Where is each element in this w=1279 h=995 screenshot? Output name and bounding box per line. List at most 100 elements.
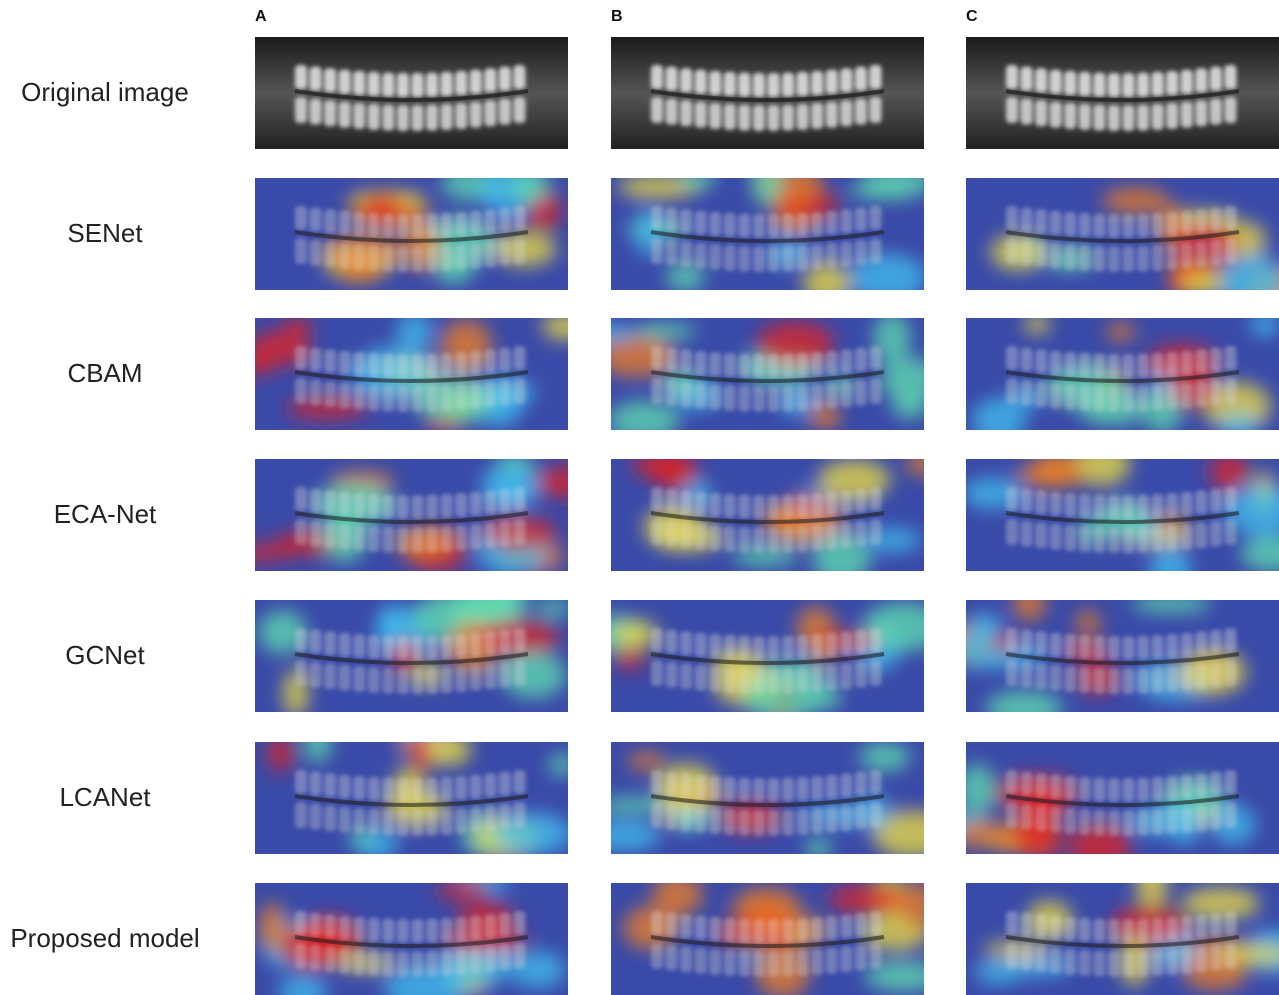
tooth-lower [738, 668, 750, 694]
tooth-lower [382, 527, 394, 553]
image-content [966, 178, 1279, 313]
image-content [966, 861, 1279, 995]
tooth-upper [1123, 919, 1135, 943]
tooth-lower [1123, 105, 1135, 131]
tooth-upper [397, 919, 409, 943]
tooth-lower [695, 948, 707, 974]
tooth-upper [738, 636, 750, 660]
tooth-lower [768, 668, 780, 694]
tooth-lower [855, 521, 867, 547]
tooth-lower [499, 240, 511, 266]
tooth-upper [680, 209, 692, 233]
tooth-lower [455, 949, 467, 975]
tooth-lower [499, 662, 511, 688]
tooth-lower [1021, 99, 1033, 125]
tooth-lower [397, 951, 409, 977]
tooth-lower [1050, 948, 1062, 974]
tooth-lower [1006, 943, 1018, 969]
tooth-upper [680, 349, 692, 373]
tooth-upper [680, 490, 692, 514]
tooth-upper [1224, 911, 1236, 935]
tooth-upper [368, 213, 380, 237]
heat-blob [628, 752, 666, 770]
image-content [945, 586, 1279, 726]
heat-blob [242, 352, 271, 376]
tooth-lower [1050, 524, 1062, 550]
tooth-upper [1195, 773, 1207, 797]
tooth-upper [1006, 487, 1018, 511]
tooth-upper [1137, 354, 1149, 378]
tooth-upper [397, 495, 409, 519]
tooth-upper [368, 353, 380, 377]
tooth-upper [1021, 489, 1033, 513]
tooth-upper [499, 630, 511, 654]
tooth-upper [295, 346, 307, 370]
heat-blob [608, 401, 680, 440]
tooth-lower [1137, 105, 1149, 131]
tooth-lower [1152, 526, 1164, 552]
tooth-upper [1064, 493, 1076, 517]
tooth-lower [724, 385, 736, 411]
panel-image [242, 313, 590, 435]
tooth-lower [1181, 383, 1193, 409]
tooth-upper [353, 212, 365, 236]
tooth-upper [1123, 214, 1135, 238]
panel-image [255, 37, 568, 149]
tooth-upper [782, 495, 794, 519]
tooth-lower [295, 97, 307, 123]
tooth-upper [680, 68, 692, 92]
image-content [942, 742, 1279, 870]
tooth-upper [513, 346, 525, 370]
tooth-upper [826, 633, 838, 657]
tooth-lower [310, 99, 322, 125]
tooth-lower [724, 667, 736, 693]
tooth-lower [295, 519, 307, 545]
tooth-lower [1195, 805, 1207, 831]
heat-blob [859, 742, 910, 771]
tooth-upper [1152, 494, 1164, 518]
tooth-lower [295, 660, 307, 686]
tooth-lower [484, 522, 496, 548]
tooth-upper [1166, 776, 1178, 800]
tooth-lower [1152, 809, 1164, 835]
tooth-lower [826, 524, 838, 550]
tooth-upper [797, 72, 809, 96]
tooth-lower [1210, 380, 1222, 406]
tooth-lower [324, 381, 336, 407]
tooth-upper [797, 494, 809, 518]
tooth-upper [651, 911, 663, 935]
panel-image [611, 450, 937, 585]
tooth-upper [339, 775, 351, 799]
tooth-lower [1152, 950, 1164, 976]
tooth-upper [339, 351, 351, 375]
tooth-upper [513, 206, 525, 230]
tooth-lower [441, 104, 453, 130]
tooth-upper [353, 917, 365, 941]
heat-blob [1136, 861, 1168, 908]
tooth-lower [651, 378, 663, 404]
tooth-lower [768, 105, 780, 131]
tooth-upper [412, 495, 424, 519]
tooth-upper [1108, 214, 1120, 238]
tooth-upper [709, 493, 721, 517]
tooth-upper [295, 911, 307, 935]
tooth-lower [826, 948, 838, 974]
tooth-upper [455, 776, 467, 800]
tooth-lower [869, 802, 881, 828]
tooth-lower [1195, 100, 1207, 126]
tooth-lower [1224, 660, 1236, 686]
tooth-upper [441, 353, 453, 377]
tooth-lower [666, 521, 678, 547]
tooth-upper [666, 67, 678, 91]
tooth-upper [1108, 636, 1120, 660]
tooth-lower [840, 522, 852, 548]
tooth-upper [455, 917, 467, 941]
heat-blob [1016, 461, 1086, 488]
column-label: C [966, 8, 978, 25]
tooth-upper [1210, 208, 1222, 232]
tooth-lower [724, 245, 736, 271]
tooth-upper [1152, 353, 1164, 377]
tooth-lower [797, 950, 809, 976]
tooth-upper [1064, 917, 1076, 941]
tooth-lower [513, 378, 525, 404]
